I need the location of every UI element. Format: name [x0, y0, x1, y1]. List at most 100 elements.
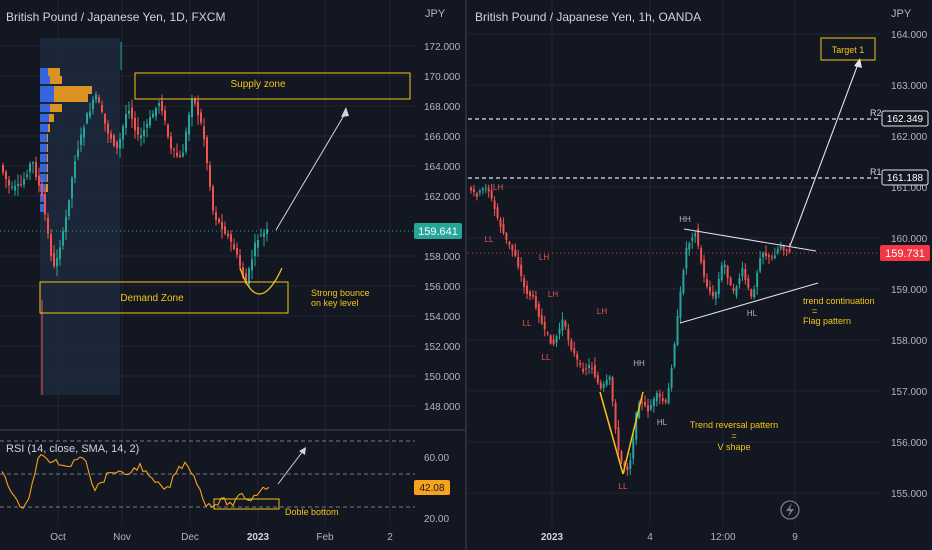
candle-body [110, 133, 112, 139]
candle-body [520, 264, 523, 276]
rsi-projection-arrow [277, 450, 304, 485]
candle-body [529, 291, 531, 297]
candle-body [679, 291, 682, 318]
right-price-tick: 157.000 [891, 387, 928, 398]
candle-body [632, 439, 635, 459]
candle-body [2, 164, 4, 173]
candle-body [626, 466, 629, 471]
candle-body [233, 244, 235, 249]
volume-bar [40, 114, 49, 122]
candle-body [537, 303, 540, 317]
candle-body [750, 289, 753, 297]
candle-body [647, 405, 649, 412]
candle-body [254, 242, 256, 257]
candle-body [658, 393, 661, 397]
candle-body [703, 260, 706, 277]
candle-body [481, 188, 484, 191]
candle-body [119, 138, 121, 149]
volume-bar [40, 76, 50, 84]
left-time-label: Oct [50, 532, 66, 543]
candle-body [17, 183, 19, 187]
candle-body [197, 101, 199, 116]
candle-body [579, 363, 582, 365]
candle-body [128, 110, 130, 114]
candle-body [552, 339, 555, 345]
candle-body [682, 270, 685, 293]
candle-body [596, 375, 599, 383]
swing-label: LL [542, 353, 551, 362]
candle-body [785, 249, 788, 252]
right-price-axis: 164.000 163.000 162.000 161.000 160.000 159.0… [891, 30, 928, 500]
candle-body [173, 149, 175, 151]
candle-body [508, 241, 511, 245]
r1-badge-value: 161.188 [887, 173, 924, 184]
flag-lower-line [679, 282, 819, 324]
volume-bar [40, 124, 48, 132]
left-price-axis: 172.000 170.000 168.000 166.000 164.000 162.0… [424, 42, 461, 413]
swing-label: HH [633, 359, 645, 368]
v-shape-left [599, 391, 624, 475]
swing-label: HH [679, 215, 691, 224]
right-price-tick: 155.000 [891, 489, 928, 500]
candle-body [762, 252, 765, 258]
r2-badge [881, 110, 929, 127]
right-price-tick: 158.000 [891, 336, 928, 347]
candle-body [182, 152, 184, 157]
candle-body [215, 212, 217, 220]
candle-body [620, 451, 623, 463]
left-unit-label: JPY [425, 8, 446, 20]
candle-body [490, 190, 493, 199]
left-price-tick: 148.000 [424, 402, 461, 413]
candle-body [714, 292, 717, 299]
v-text-line2: = [731, 431, 736, 441]
candle-body [478, 190, 481, 193]
candle-body [534, 296, 537, 308]
lightning-icon[interactable] [780, 500, 800, 520]
right-unit-label: JPY [891, 8, 912, 20]
candle-body [523, 278, 526, 288]
candle-body [723, 264, 726, 267]
left-price-tick: 166.000 [424, 132, 461, 143]
candle-body [65, 216, 67, 233]
candle-body [590, 367, 593, 369]
candle-body [788, 248, 791, 252]
candle-body [188, 114, 190, 135]
candle-body [86, 113, 88, 124]
demand-zone-box [39, 281, 289, 314]
left-time-label: Dec [181, 532, 199, 543]
candle-body [203, 126, 205, 140]
candle-body [26, 174, 28, 177]
candle-body [248, 268, 250, 285]
volume-profile [40, 68, 92, 212]
candle-body [155, 107, 157, 117]
target-box [820, 37, 876, 61]
candle-body [71, 177, 73, 199]
double-bottom-label: Doble bottom [285, 507, 339, 517]
left-price-tick: 156.000 [424, 282, 461, 293]
candle-body [131, 107, 133, 119]
candle-body [170, 136, 172, 149]
volume-bar [40, 86, 54, 94]
volume-bar [47, 164, 48, 172]
candle-body [649, 405, 652, 410]
candle-body [585, 368, 588, 370]
candle-body [146, 123, 148, 128]
swing-label: LH [597, 307, 607, 316]
candle-body [767, 255, 770, 257]
candle-body [242, 267, 244, 278]
candle-body [744, 268, 747, 280]
candle-body [98, 97, 100, 103]
left-projection-arrowhead [341, 107, 349, 117]
candle-body [661, 398, 664, 401]
left-price-tick: 158.000 [424, 252, 461, 263]
right-last-price-text: 159.731 [885, 248, 925, 260]
v-shape-right [622, 391, 644, 475]
candle-body [266, 228, 268, 235]
volume-bar [50, 76, 62, 84]
candle-body [738, 278, 741, 285]
candle-body [260, 234, 262, 236]
candle-body [493, 200, 496, 209]
candle-body [708, 287, 711, 292]
supply-zone-label: Supply zone [230, 79, 285, 90]
candle-body [158, 103, 160, 106]
